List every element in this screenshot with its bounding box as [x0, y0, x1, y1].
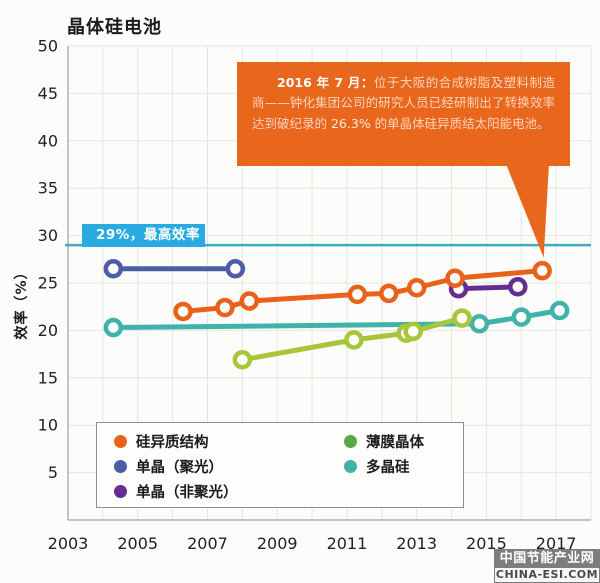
data-point-多晶硅 — [511, 307, 532, 327]
annotation-callout: 2016 年 7 月：位于大阪的合成树脂及塑料制造商——钟化集团公司的研究人员已… — [237, 62, 570, 166]
svg-text:25: 25 — [38, 274, 58, 293]
legend-label: 单晶（聚光） — [136, 460, 223, 476]
axes — [67, 46, 591, 521]
legend-label: 多晶硅 — [366, 460, 410, 476]
legend-item: 硅异质结构 — [114, 429, 344, 454]
legend-dot-icon — [114, 460, 127, 473]
annotation-body: 位于大阪的合成树脂及塑料制造商——钟化集团公司的研究人员已经研制出了转换效率达到… — [252, 75, 555, 131]
legend-box: 硅异质结构单晶（聚光） 单晶（非聚光） 薄膜晶体多晶硅 — [96, 422, 464, 508]
legend-item: 单晶（非聚光） — [114, 479, 344, 504]
svg-text:2013: 2013 — [396, 534, 437, 553]
data-point-硅异质结构 — [406, 277, 427, 298]
watermark-cn: 中国节能产业网 — [494, 549, 600, 568]
data-point-硅异质结构 — [379, 283, 399, 304]
svg-text:5: 5 — [48, 463, 58, 482]
series-line-多晶硅 — [110, 307, 563, 331]
svg-text:50: 50 — [38, 37, 58, 56]
svg-text:15: 15 — [38, 368, 58, 387]
x-tick-labels: 2003 2005 2007 2009 2011 2013 2015 2017 — [48, 534, 577, 553]
svg-text:10: 10 — [38, 416, 58, 435]
svg-text:2017: 2017 — [536, 534, 577, 553]
svg-text:20: 20 — [38, 321, 58, 340]
legend-label: 硅异质结构 — [136, 435, 209, 451]
legend-dot-icon — [344, 435, 357, 448]
svg-text:2003: 2003 — [48, 534, 89, 553]
data-point-硅异质结构 — [215, 297, 235, 318]
legend-item: 薄膜晶体 — [344, 429, 424, 454]
legend-col-2: 薄膜晶体 多晶硅 — [344, 429, 424, 507]
max-efficiency-label: 29%，最高效率 — [82, 224, 205, 247]
annotation-highlight: 26.3% — [330, 115, 371, 131]
data-point-多晶硅 — [549, 300, 570, 321]
annotation-body-2: 的单晶体硅异质结太阳能电池。 — [370, 115, 550, 131]
watermark: 中国节能产业网 CHINA-ESI.COM — [494, 549, 600, 583]
data-point-硅异质结构 — [173, 301, 193, 322]
legend-item: 单晶（聚光） — [114, 454, 344, 479]
svg-text:35: 35 — [38, 179, 58, 198]
y-axis-title: 效率（%） — [14, 264, 30, 340]
data-point-薄膜晶体 — [232, 350, 253, 370]
data-point-薄膜晶体 — [344, 330, 364, 350]
svg-text:45: 45 — [38, 84, 58, 103]
legend-col-1: 硅异质结构单晶（聚光） 单晶（非聚光） — [114, 429, 344, 507]
annotation-tail — [506, 164, 549, 258]
legend-dot-icon — [114, 435, 127, 448]
data-point-硅异质结构 — [347, 284, 368, 305]
svg-text:30: 30 — [38, 226, 58, 245]
annotation-date: 2016 年 7 月： — [277, 75, 374, 90]
svg-text:2011: 2011 — [327, 534, 368, 553]
data-point-薄膜晶体 — [452, 308, 472, 328]
legend-item: 多晶硅 — [344, 454, 424, 479]
legend-label: 薄膜晶体 — [366, 435, 424, 451]
y-tick-labels: 5 10 15 20 25 30 35 40 45 50 — [38, 37, 58, 483]
data-point-单晶（聚光） — [225, 259, 246, 279]
data-point-单晶（非聚光） — [508, 277, 528, 297]
data-point-单晶（聚光） — [103, 259, 124, 279]
chart-title: 晶体硅电池 — [67, 17, 162, 38]
watermark-url: CHINA-ESI.COM — [494, 568, 600, 583]
data-point-薄膜晶体 — [403, 321, 423, 342]
svg-text:2005: 2005 — [117, 534, 158, 553]
legend-dot-icon — [114, 485, 127, 498]
annotation-text: 2016 年 7 月：位于大阪的合成树脂及塑料制造商——钟化集团公司的研究人员已… — [252, 73, 555, 134]
data-point-硅异质结构 — [532, 260, 552, 281]
svg-text:2007: 2007 — [187, 534, 228, 553]
series-line-单晶（非聚光） — [456, 284, 521, 292]
data-point-硅异质结构 — [239, 291, 260, 311]
data-point-多晶硅 — [469, 314, 490, 334]
svg-text:2009: 2009 — [257, 534, 298, 553]
data-point-多晶硅 — [103, 317, 124, 338]
svg-text:40: 40 — [38, 131, 58, 150]
data-point-硅异质结构 — [445, 268, 465, 289]
legend-dot-icon — [344, 460, 357, 473]
legend-label: 单晶（非聚光） — [136, 485, 238, 501]
svg-text:2015: 2015 — [466, 534, 507, 553]
